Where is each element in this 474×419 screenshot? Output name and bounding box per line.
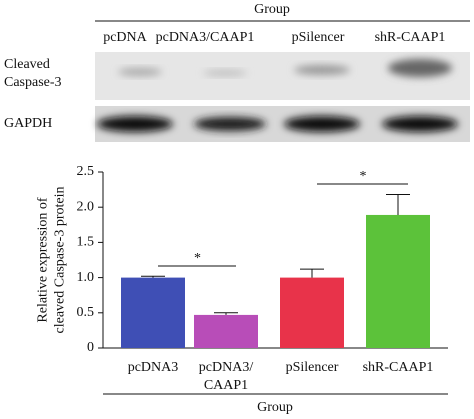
bar <box>280 277 344 348</box>
y-tick-label: 2.0 <box>77 199 95 214</box>
lane-label: pcDNA <box>103 30 147 45</box>
x-tick-label: pSilencer <box>286 360 339 375</box>
y-tick-label: 1.5 <box>77 235 95 250</box>
y-tick-label: 1.0 <box>77 270 95 285</box>
lane-label: pcDNA3/CAAP1 <box>156 30 255 45</box>
lane-label: shR-CAAP1 <box>375 30 446 45</box>
blot-cleaved <box>95 52 470 100</box>
y-axis-label: Relative expression of cleaved Caspase-3 … <box>36 187 68 334</box>
row-label: GAPDH <box>4 116 52 131</box>
y-tick-label: 0 <box>87 340 94 355</box>
x-axis-label: Group <box>257 400 293 415</box>
significance-label: * <box>360 169 367 184</box>
x-tick-label: shR-CAAP1 <box>363 360 434 375</box>
significance-label: * <box>194 251 201 266</box>
y-tick-label: 2.5 <box>77 164 95 179</box>
blot-gapdh <box>95 106 470 142</box>
x-tick-label: pcDNA3 <box>128 360 179 375</box>
bar <box>366 214 430 348</box>
lane-label: pSilencer <box>292 30 345 45</box>
y-tick-label: 0.5 <box>77 305 95 320</box>
row-label: Cleaved Caspase-3 <box>4 57 62 90</box>
bar <box>121 277 185 348</box>
x-tick-label: pcDNA3/CAAP1 <box>199 360 254 393</box>
bar <box>194 314 258 348</box>
blot-title: Group <box>254 2 290 17</box>
